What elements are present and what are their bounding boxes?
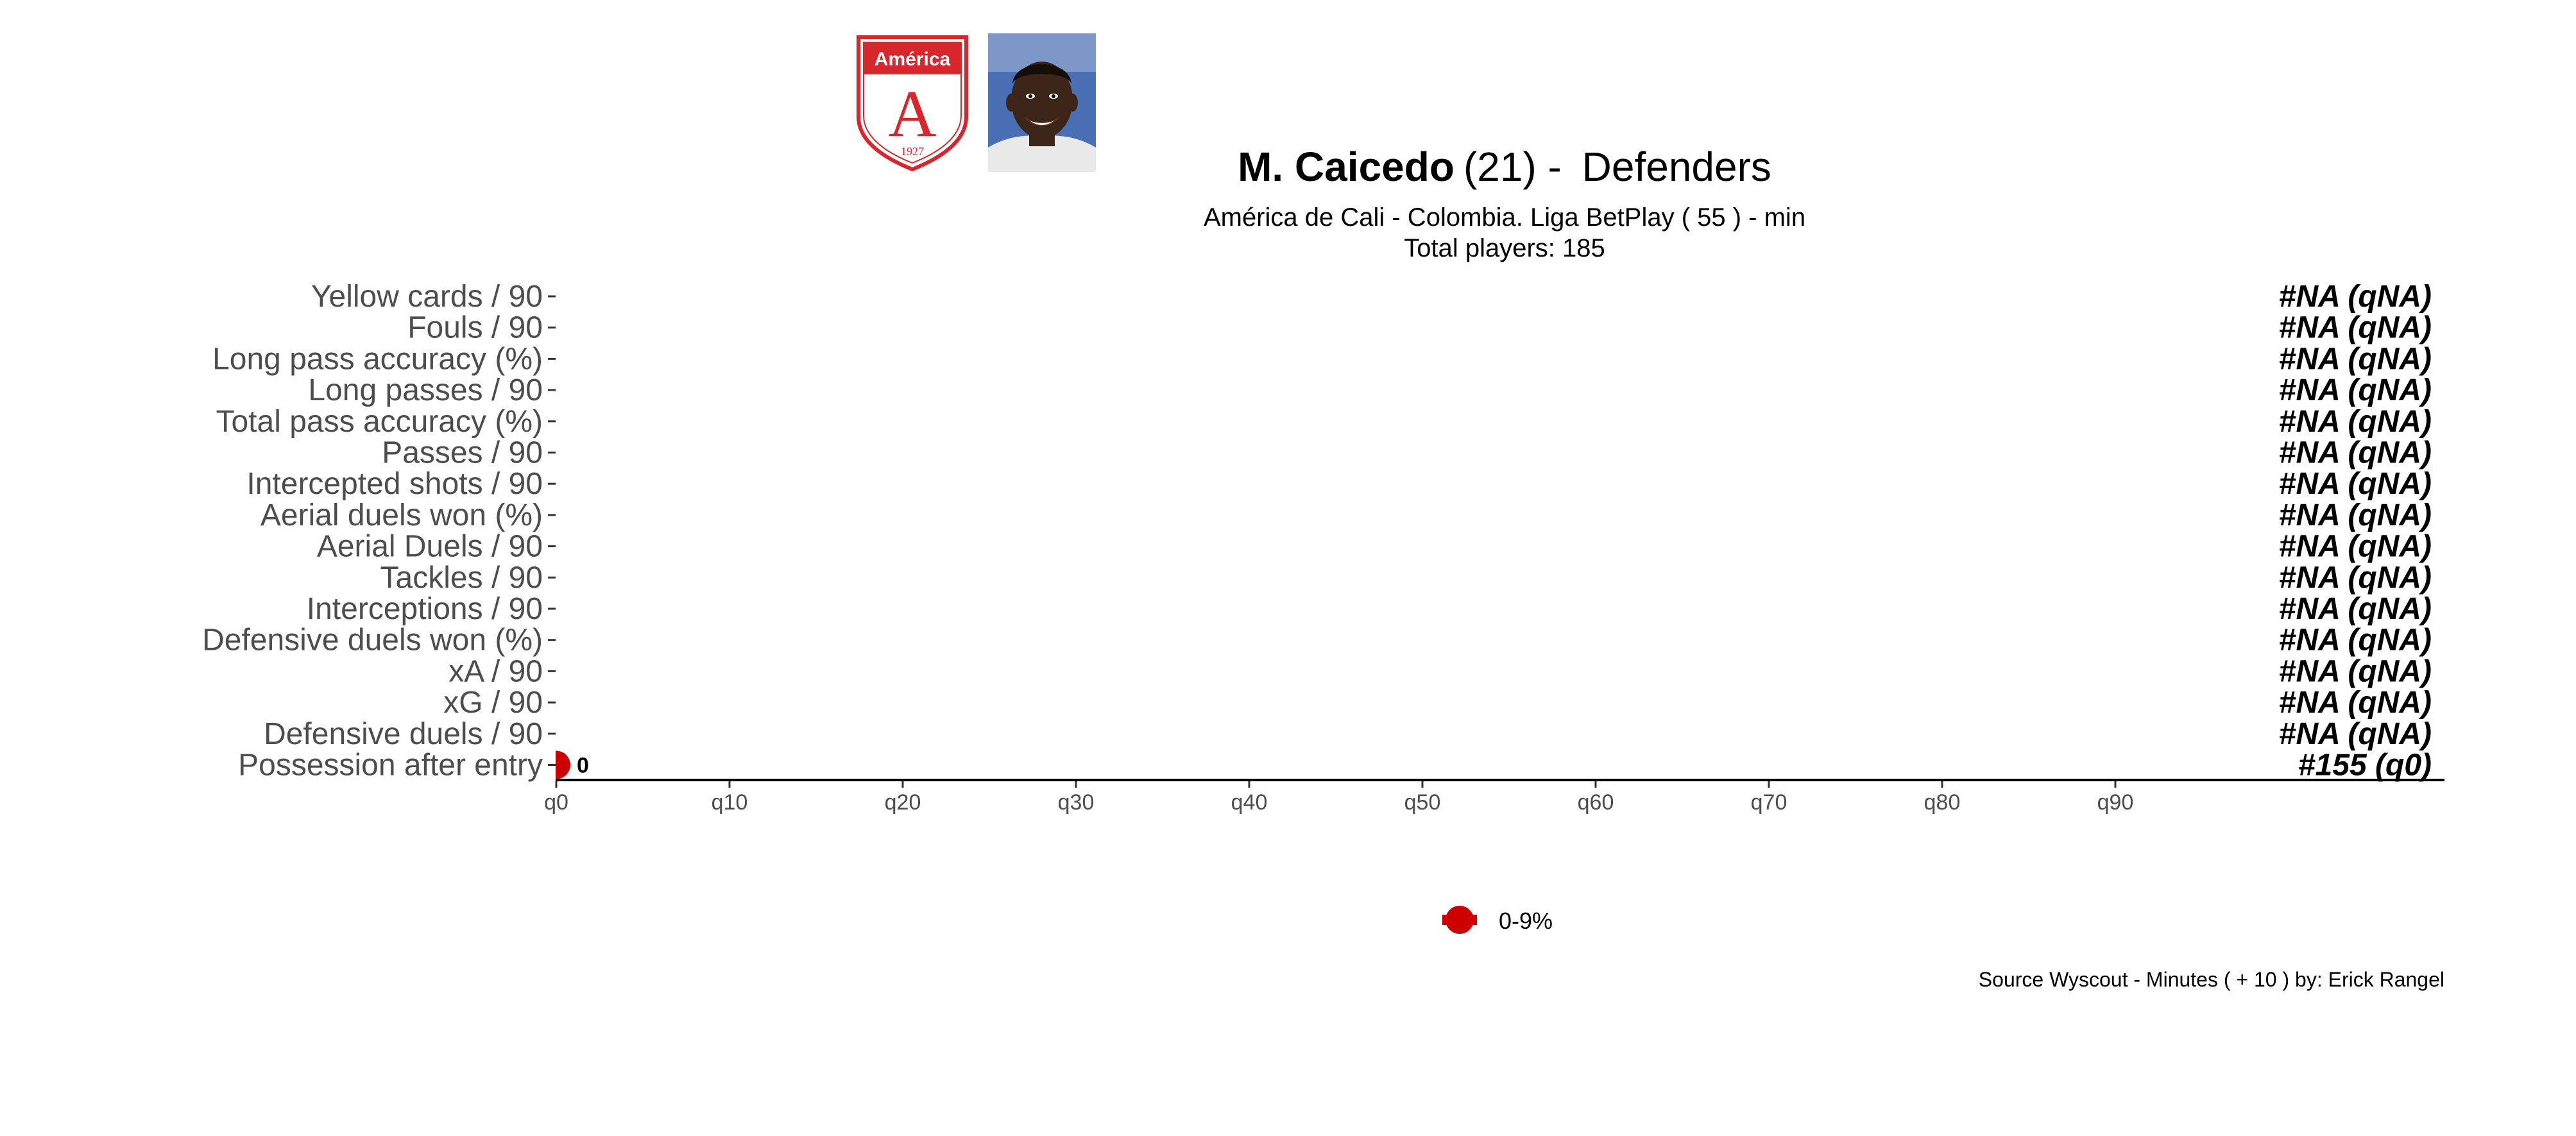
category-label: Defensive duels won (%) xyxy=(202,623,543,657)
title-separator: - xyxy=(1537,144,1573,190)
data-points: 0 xyxy=(556,750,589,779)
category-label: Defensive duels / 90 xyxy=(264,717,543,751)
category-label: Long passes / 90 xyxy=(308,373,543,407)
club-badge: América A 1927 xyxy=(855,33,970,172)
x-tick-label: q10 xyxy=(712,790,748,815)
chart-subtitle-line2: Total players: 185 xyxy=(1404,234,1605,262)
rank-label: #155 (q0) xyxy=(2298,749,2432,783)
x-tick-label: q70 xyxy=(1751,790,1787,815)
rank-label: #NA (qNA) xyxy=(2279,623,2432,657)
category-label: Tackles / 90 xyxy=(380,561,543,595)
player-age: (21) xyxy=(1463,144,1537,190)
club-badge-name: América xyxy=(874,49,951,70)
legend-swatch-dot xyxy=(1446,906,1474,934)
rank-label: #NA (qNA) xyxy=(2279,467,2432,501)
category-label: xA / 90 xyxy=(448,654,543,688)
chart-subtitle-line1: América de Cali - Colombia. Liga BetPlay… xyxy=(1204,203,1805,232)
x-tick-label: q90 xyxy=(2097,790,2134,815)
rank-label: #NA (qNA) xyxy=(2279,280,2432,314)
player-name: M. Caicedo xyxy=(1238,144,1454,190)
x-tick-label: q0 xyxy=(544,790,568,815)
y-axis-ticks xyxy=(548,295,556,766)
club-shield-icon: América A 1927 xyxy=(857,35,968,172)
x-tick-label: q50 xyxy=(1404,790,1441,815)
category-label: Total pass accuracy (%) xyxy=(216,405,543,439)
legend: 0-9% xyxy=(1442,906,1553,934)
player-position: Defenders xyxy=(1582,144,1771,190)
x-tick-label: q60 xyxy=(1578,790,1614,815)
category-label: Yellow cards / 90 xyxy=(311,280,543,314)
player-photo xyxy=(988,33,1096,172)
category-label: Interceptions / 90 xyxy=(307,592,543,626)
x-axis-ticks: q0 q10 q20 q30 q40 q50 q60 q70 q80 q90 xyxy=(544,781,2133,815)
x-tick-label: q20 xyxy=(885,790,921,815)
rank-label: #NA (qNA) xyxy=(2279,436,2432,470)
x-tick-label: q80 xyxy=(1924,790,1961,815)
source-note: Source Wyscout - Minutes ( + 10 ) by: Er… xyxy=(1979,968,2444,991)
rank-label: #NA (qNA) xyxy=(2279,530,2432,564)
category-label: Intercepted shots / 90 xyxy=(246,467,543,501)
data-point xyxy=(556,750,570,779)
rank-label: #NA (qNA) xyxy=(2279,311,2432,345)
rank-label: #NA (qNA) xyxy=(2279,561,2432,595)
rank-label: #NA (qNA) xyxy=(2279,592,2432,626)
legend-label: 0-9% xyxy=(1499,908,1553,934)
rank-label: #NA (qNA) xyxy=(2279,405,2432,439)
category-label: Aerial Duels / 90 xyxy=(317,530,543,564)
chart-title: M. Caicedo (21) - Defenders xyxy=(1238,144,1771,190)
club-badge-letter: A xyxy=(888,77,936,151)
player-portrait-icon xyxy=(988,33,1096,172)
rank-label: #NA (qNA) xyxy=(2279,654,2432,688)
rank-label: #NA (qNA) xyxy=(2279,686,2432,720)
club-badge-year: 1927 xyxy=(901,145,924,158)
rank-label: #NA (qNA) xyxy=(2279,498,2432,532)
rank-label: #NA (qNA) xyxy=(2279,717,2432,751)
rank-label: #NA (qNA) xyxy=(2279,342,2432,376)
category-label: Aerial duels won (%) xyxy=(260,498,543,532)
data-point-label: 0 xyxy=(577,754,589,778)
category-label: Long pass accuracy (%) xyxy=(212,342,543,376)
category-label: xG / 90 xyxy=(443,686,543,720)
rank-label: #NA (qNA) xyxy=(2279,373,2432,407)
x-tick-label: q40 xyxy=(1231,790,1268,815)
x-tick-label: q30 xyxy=(1058,790,1095,815)
category-label: Fouls / 90 xyxy=(407,311,543,345)
category-label: Passes / 90 xyxy=(382,436,543,470)
rank-labels: #NA (qNA)#NA (qNA)#NA (qNA)#NA (qNA)#NA … xyxy=(2279,280,2432,783)
category-label: Possession after entry xyxy=(238,749,543,783)
